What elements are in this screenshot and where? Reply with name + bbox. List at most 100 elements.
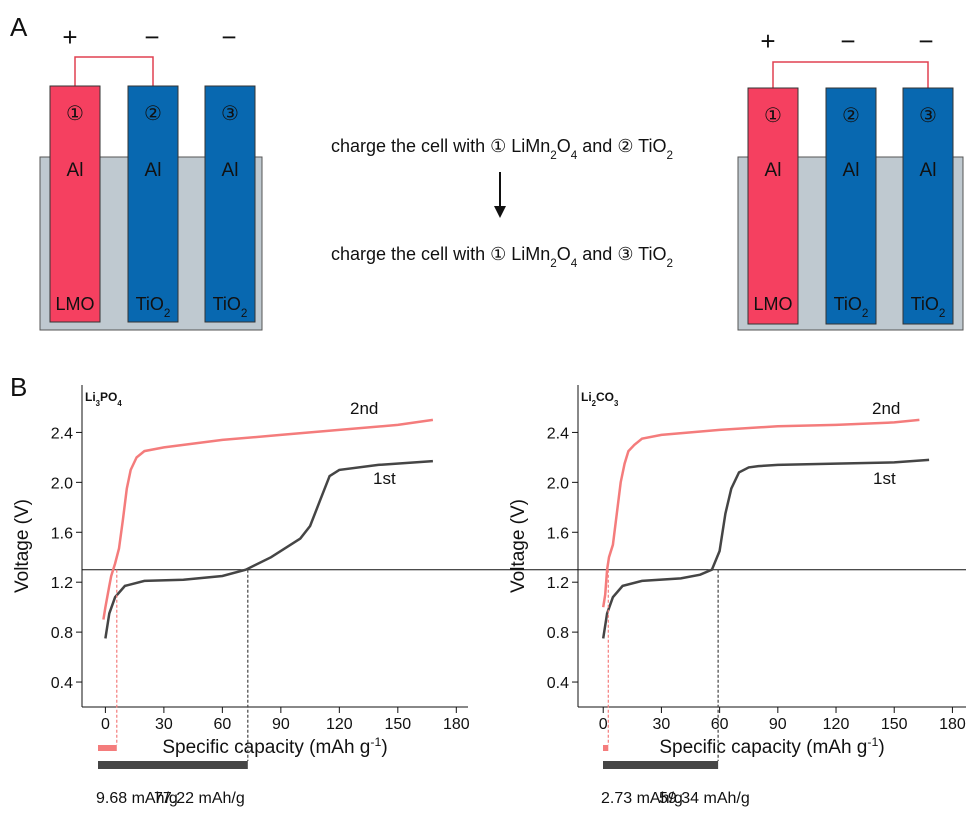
wire [772,61,929,88]
step-text-part: O [557,136,571,156]
electrode-number: ③ [221,101,239,125]
y-tick-label: 1.6 [51,525,73,542]
arrow-head [494,206,506,218]
electrode [204,85,256,323]
polarity-sign: − [918,26,933,56]
x-tick-label: 30 [653,716,671,733]
y-tick-label: 1.2 [547,575,569,592]
chart-title-part: PO [100,390,117,404]
wire [74,56,154,86]
y-axis-label: Voltage (V) [12,499,33,593]
capacity-bar [98,761,248,769]
chart-title-part: Li [85,390,96,404]
electrode-material-part: 2 [939,307,946,320]
x-axis-label-part: ) [381,737,387,758]
y-axis-label: Voltage (V) [508,499,529,593]
chart-title-part: Li [581,390,592,404]
capacity-bar [603,761,719,769]
electrode-number: ② [842,103,860,127]
x-axis-label-part: -1 [370,735,381,749]
y-tick-label: 0.8 [547,625,569,642]
electrode-material: LMO [753,294,792,314]
x-tick-label: 60 [711,716,729,733]
x-tick-label: 0 [101,716,110,733]
electrode-metal: Al [765,160,782,181]
series-label: 1st [873,469,896,488]
electrode-material-part: TiO [834,294,862,314]
polarity-sign: − [840,26,855,56]
x-axis-label-part: Specific capacity (mAh g [162,737,370,758]
electrode-number: ③ [919,103,937,127]
x-axis-label: Specific capacity (mAh g-1) [162,735,387,758]
electrode [49,85,101,323]
series-label: 2nd [872,399,900,418]
step-text-part: O [557,244,571,264]
electrode [902,87,954,325]
electrode-metal: Al [222,160,239,181]
capacity-label: 2.73 mAh/g [601,790,683,807]
chart-title-part: CO [596,390,614,404]
y-tick-label: 0.8 [51,625,73,642]
curve [102,418,434,620]
electrode-metal: Al [843,160,860,181]
capacity-bar [603,745,609,751]
step-text-part: and ② TiO [577,136,666,156]
step-text: charge the cell with ① LiMn2O4 and ② TiO… [331,136,673,162]
y-tick-label: 2.4 [547,425,569,442]
electrode-material-part: 2 [241,307,248,320]
x-axis-label-part: -1 [867,735,878,749]
x-tick-label: 180 [939,716,966,733]
electrode-material: TiO2 [911,294,946,320]
x-axis-label-part: Specific capacity (mAh g [659,737,867,758]
electrode-metal: Al [145,160,162,181]
electrode [825,87,877,325]
curve [601,458,930,639]
electrode-material: LMO [55,294,94,314]
electrode-material: TiO2 [213,294,248,320]
step-text-part: charge the cell with ① LiMn [331,136,550,156]
polarity-sign: + [760,26,775,56]
electrode-material: TiO2 [136,294,171,320]
electrode-material-part: TiO [213,294,241,314]
electrode-material-part: LMO [753,294,792,314]
electrode-number: ① [764,103,782,127]
electrode-material-part: LMO [55,294,94,314]
electrode-material-part: TiO [911,294,939,314]
capacity-bar [98,745,117,751]
y-tick-label: 2.0 [51,475,73,492]
step-text-part: 4 [571,257,578,270]
x-tick-label: 90 [769,716,787,733]
curve [601,418,920,608]
step-text-part: 2 [550,149,557,162]
polarity-sign: − [221,22,236,52]
polarity-sign: − [144,22,159,52]
panel-label: B [10,372,27,402]
step-text: charge the cell with ① LiMn2O4 and ③ TiO… [331,244,673,270]
chart-title-part: 2 [592,399,597,408]
step-text-part: 2 [666,149,673,162]
step-text-part: charge the cell with ① LiMn [331,244,550,264]
y-tick-label: 2.4 [51,425,73,442]
panel-label: A [10,12,28,42]
electrode-metal: Al [67,160,84,181]
x-tick-label: 120 [326,716,353,733]
x-tick-label: 30 [155,716,173,733]
curve [104,459,433,639]
chart-title: Li2CO3 [581,390,619,408]
electrode [127,85,179,323]
x-tick-label: 180 [443,716,470,733]
y-tick-label: 0.4 [51,675,73,692]
x-axis-label: Specific capacity (mAh g-1) [659,735,884,758]
x-tick-label: 150 [881,716,908,733]
chart-title-part: 3 [614,399,619,408]
electrode-material-part: TiO [136,294,164,314]
y-tick-label: 2.0 [547,475,569,492]
chart-title: Li3PO4 [85,390,122,408]
y-tick-label: 1.2 [51,575,73,592]
polarity-sign: + [62,22,77,52]
x-tick-label: 120 [823,716,850,733]
step-text-part: 2 [666,257,673,270]
electrode-number: ① [66,101,84,125]
x-tick-label: 90 [272,716,290,733]
electrode-number: ② [144,101,162,125]
